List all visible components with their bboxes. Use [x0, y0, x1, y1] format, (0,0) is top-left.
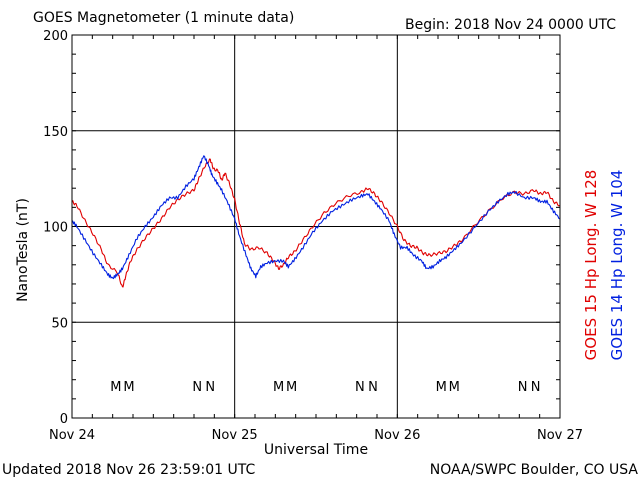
x-tick-label: Nov 26 [374, 428, 420, 443]
midnight-marker: M [110, 380, 121, 395]
y-tick-label: 0 [60, 412, 68, 427]
x-tick-label: Nov 24 [49, 428, 95, 443]
noon-marker: N [192, 380, 202, 395]
noon-marker: N [531, 380, 541, 395]
x-tick-label: Nov 25 [212, 428, 258, 443]
data-source: NOAA/SWPC Boulder, CO USA [430, 462, 639, 478]
x-tick-label: Nov 27 [537, 428, 583, 443]
series-goes14-line [71, 155, 561, 280]
y-axis-label: NanoTesla (nT) [15, 198, 31, 302]
legend-goes14: GOES 14 Hp Long. W 104 [608, 170, 626, 361]
midnight-marker: M [436, 380, 447, 395]
axes: 0 50 100 150 200 Nov 24 Nov 25 Nov 26 Nov 27 [43, 29, 583, 443]
legend-goes15: GOES 15 Hp Long. W 128 [582, 170, 600, 361]
noon-marker: N [518, 380, 528, 395]
x-axis-label: Universal Time [264, 442, 368, 458]
y-tick-label: 200 [43, 29, 68, 44]
noon-marker: N [368, 380, 378, 395]
updated-time: Updated 2018 Nov 26 23:59:01 UTC [2, 462, 255, 478]
noon-marker: N [205, 380, 215, 395]
midnight-marker: M [123, 380, 134, 395]
noon-marker: N [355, 380, 365, 395]
midnight-marker: M [449, 380, 460, 395]
series-goes15-line [71, 158, 561, 288]
plot-frame [71, 34, 561, 419]
begin-time: Begin: 2018 Nov 24 0000 UTC [405, 17, 616, 33]
y-tick-label: 50 [51, 316, 68, 331]
y-tick-label: 100 [43, 221, 68, 236]
midnight-marker: M [286, 380, 297, 395]
series-lines [71, 155, 561, 288]
chart-title: GOES Magnetometer (1 minute data) [33, 10, 294, 26]
midnight-marker: M [273, 380, 284, 395]
y-tick-label: 150 [43, 125, 68, 140]
